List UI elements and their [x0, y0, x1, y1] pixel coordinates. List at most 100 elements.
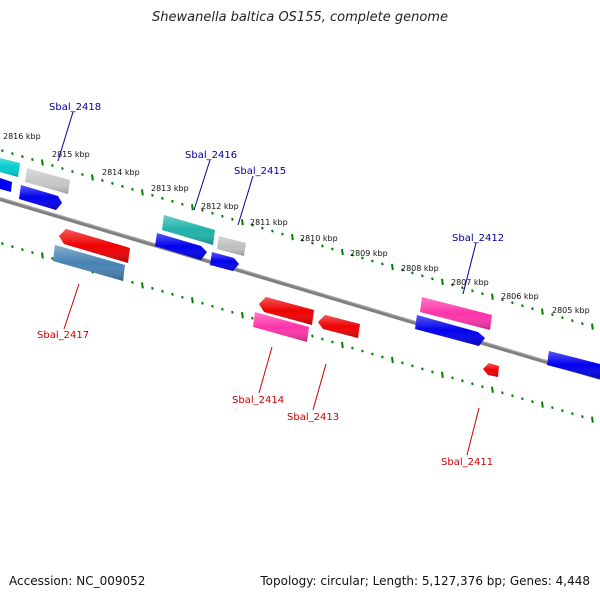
- kbp-label: 2808 kbp: [401, 264, 439, 273]
- minor-tick: [21, 248, 24, 252]
- gene-feature-shade: [162, 215, 215, 245]
- major-tick: [141, 189, 144, 196]
- minor-tick: [431, 277, 434, 281]
- minor-tick: [221, 307, 224, 311]
- leader-line: [57, 111, 74, 162]
- gene-label-sbal-2414[interactable]: Sbal_2414: [232, 395, 284, 406]
- accession-text: Accession: NC_009052: [9, 574, 146, 588]
- minor-tick: [221, 214, 224, 218]
- minor-tick: [51, 256, 54, 261]
- minor-tick: [211, 304, 214, 308]
- minor-tick: [171, 292, 174, 296]
- gene-feature-shade: [483, 363, 499, 377]
- minor-tick: [561, 409, 564, 413]
- label-leaders: [57, 111, 480, 456]
- minor-tick: [411, 271, 414, 275]
- minor-tick: [131, 280, 134, 284]
- minor-tick: [261, 226, 264, 230]
- kbp-label: 2805 kbp: [552, 306, 590, 315]
- major-tick: [41, 252, 44, 259]
- gene-feature-shade: [53, 245, 125, 281]
- minor-tick: [411, 364, 414, 368]
- leader-line: [466, 407, 480, 456]
- leader-line: [462, 242, 477, 295]
- minor-tick: [351, 346, 354, 350]
- minor-tick: [31, 158, 34, 162]
- kbp-label: 2807 kbp: [451, 278, 489, 287]
- minor-tick: [201, 301, 204, 305]
- minor-tick: [531, 307, 534, 311]
- gene-feature-shade: [318, 315, 360, 338]
- major-tick: [241, 312, 244, 319]
- minor-tick: [461, 286, 464, 290]
- minor-tick: [361, 256, 364, 260]
- minor-tick: [561, 316, 564, 320]
- minor-tick: [551, 313, 554, 317]
- minor-tick: [351, 253, 354, 257]
- minor-tick: [571, 319, 574, 323]
- gene-labels: Sbal_2418 Sbal_2416 Sbal_2415 Sbal_2412 …: [37, 102, 504, 468]
- minor-tick: [471, 289, 474, 293]
- minor-tick: [381, 355, 384, 359]
- gene-label-sbal-2416[interactable]: Sbal_2416: [185, 150, 237, 161]
- major-tick: [241, 219, 244, 226]
- major-tick: [41, 159, 44, 166]
- kbp-label: 2810 kbp: [300, 234, 338, 243]
- major-tick: [541, 401, 544, 408]
- kbp-label: 2815 kbp: [52, 150, 90, 159]
- genome-summary-text: Topology: circular; Length: 5,127,376 bp…: [260, 574, 590, 588]
- gene-feature-shade: [59, 229, 130, 263]
- kbp-label: 2814 kbp: [102, 168, 140, 177]
- minor-tick: [161, 289, 164, 293]
- minor-tick: [581, 415, 584, 419]
- minor-tick: [181, 295, 184, 299]
- gene-label-sbal-2411[interactable]: Sbal_2411: [441, 457, 493, 468]
- kbp-label: 2809 kbp: [350, 249, 388, 258]
- minor-tick: [381, 262, 384, 266]
- minor-tick: [151, 286, 154, 290]
- minor-tick: [451, 376, 454, 380]
- minor-tick: [521, 304, 524, 308]
- minor-tick: [51, 163, 54, 168]
- minor-tick: [471, 382, 474, 386]
- minor-tick: [421, 367, 424, 371]
- map-title: Shewanella baltica OS155, complete genom…: [152, 10, 448, 25]
- gene-feature-shade: [253, 312, 309, 342]
- minor-tick: [271, 229, 274, 233]
- gene-label-sbal-2412[interactable]: Sbal_2412: [452, 233, 504, 244]
- kbp-label: 2811 kbp: [250, 218, 288, 227]
- major-tick: [591, 416, 594, 423]
- gene-label-sbal-2418[interactable]: Sbal_2418: [49, 102, 101, 113]
- major-tick: [191, 204, 194, 211]
- minor-tick: [371, 259, 374, 263]
- minor-tick: [11, 152, 14, 156]
- gene-label-sbal-2417[interactable]: Sbal_2417: [37, 330, 89, 341]
- gene-feature-shade: [25, 168, 70, 194]
- leader-line: [193, 159, 211, 211]
- forward-genes: [0, 158, 600, 379]
- minor-tick: [201, 208, 204, 212]
- minor-tick: [151, 193, 154, 197]
- gene-feature[interactable]: [0, 178, 12, 192]
- major-tick: [541, 308, 544, 315]
- minor-tick: [461, 379, 464, 383]
- major-tick: [91, 174, 94, 181]
- minor-tick: [451, 283, 454, 287]
- major-tick: [491, 386, 494, 393]
- minor-tick: [481, 292, 484, 296]
- kbp-scale: 2816 kbp 2815 kbp 2814 kbp 2813 kbp 2812…: [3, 132, 590, 315]
- minor-tick: [571, 412, 574, 416]
- gene-label-sbal-2415[interactable]: Sbal_2415: [234, 166, 286, 177]
- minor-tick: [251, 316, 254, 320]
- minor-tick: [1, 149, 4, 153]
- minor-tick: [1, 242, 4, 246]
- major-tick: [391, 263, 394, 271]
- minor-tick: [361, 349, 364, 353]
- major-tick: [191, 297, 194, 304]
- gene-label-sbal-2413[interactable]: Sbal_2413: [287, 412, 339, 423]
- minor-tick: [321, 244, 324, 248]
- minor-tick: [311, 334, 314, 338]
- minor-tick: [211, 211, 214, 215]
- gene-feature-shade: [19, 185, 62, 210]
